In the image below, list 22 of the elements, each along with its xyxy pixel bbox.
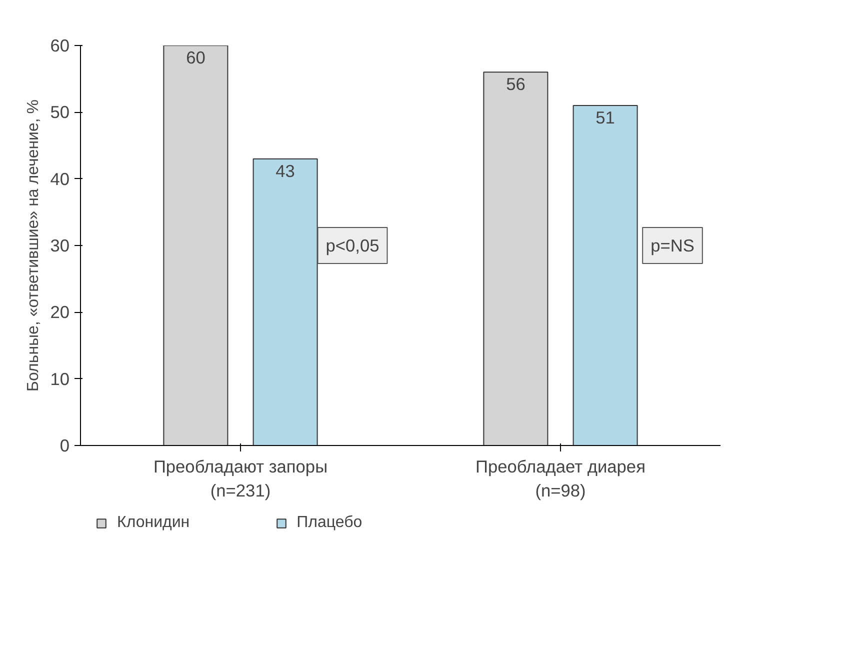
bar [163, 46, 228, 446]
data-label: 51 [596, 108, 615, 128]
x-tick-label: Преобладают запоры (n=231) [153, 456, 328, 500]
legend-label: Клонидин [117, 514, 190, 532]
y-tick-label: 0 [60, 436, 70, 456]
data-label: 56 [506, 74, 526, 94]
data-label: 43 [276, 160, 295, 181]
bar [483, 72, 548, 446]
y-tick-label: 60 [50, 36, 70, 56]
data-label: 60 [186, 48, 206, 68]
y-tick-label: 40 [50, 168, 70, 189]
y-axis-title: Больные, «ответившие» на лечение, % [25, 99, 42, 392]
bar [252, 158, 318, 446]
y-tick-label: 10 [50, 368, 70, 389]
y-tick-label: 50 [50, 102, 70, 122]
legend-label: Плацебо [296, 514, 362, 532]
x-tick-label: Преобладает диарея (n=98) [476, 456, 646, 500]
y-tick-label: 30 [50, 236, 70, 256]
y-tick-label: 20 [50, 302, 70, 322]
bar [572, 105, 638, 446]
annotation: p=NS [650, 236, 694, 256]
annotation: p<0,05 [326, 236, 380, 256]
